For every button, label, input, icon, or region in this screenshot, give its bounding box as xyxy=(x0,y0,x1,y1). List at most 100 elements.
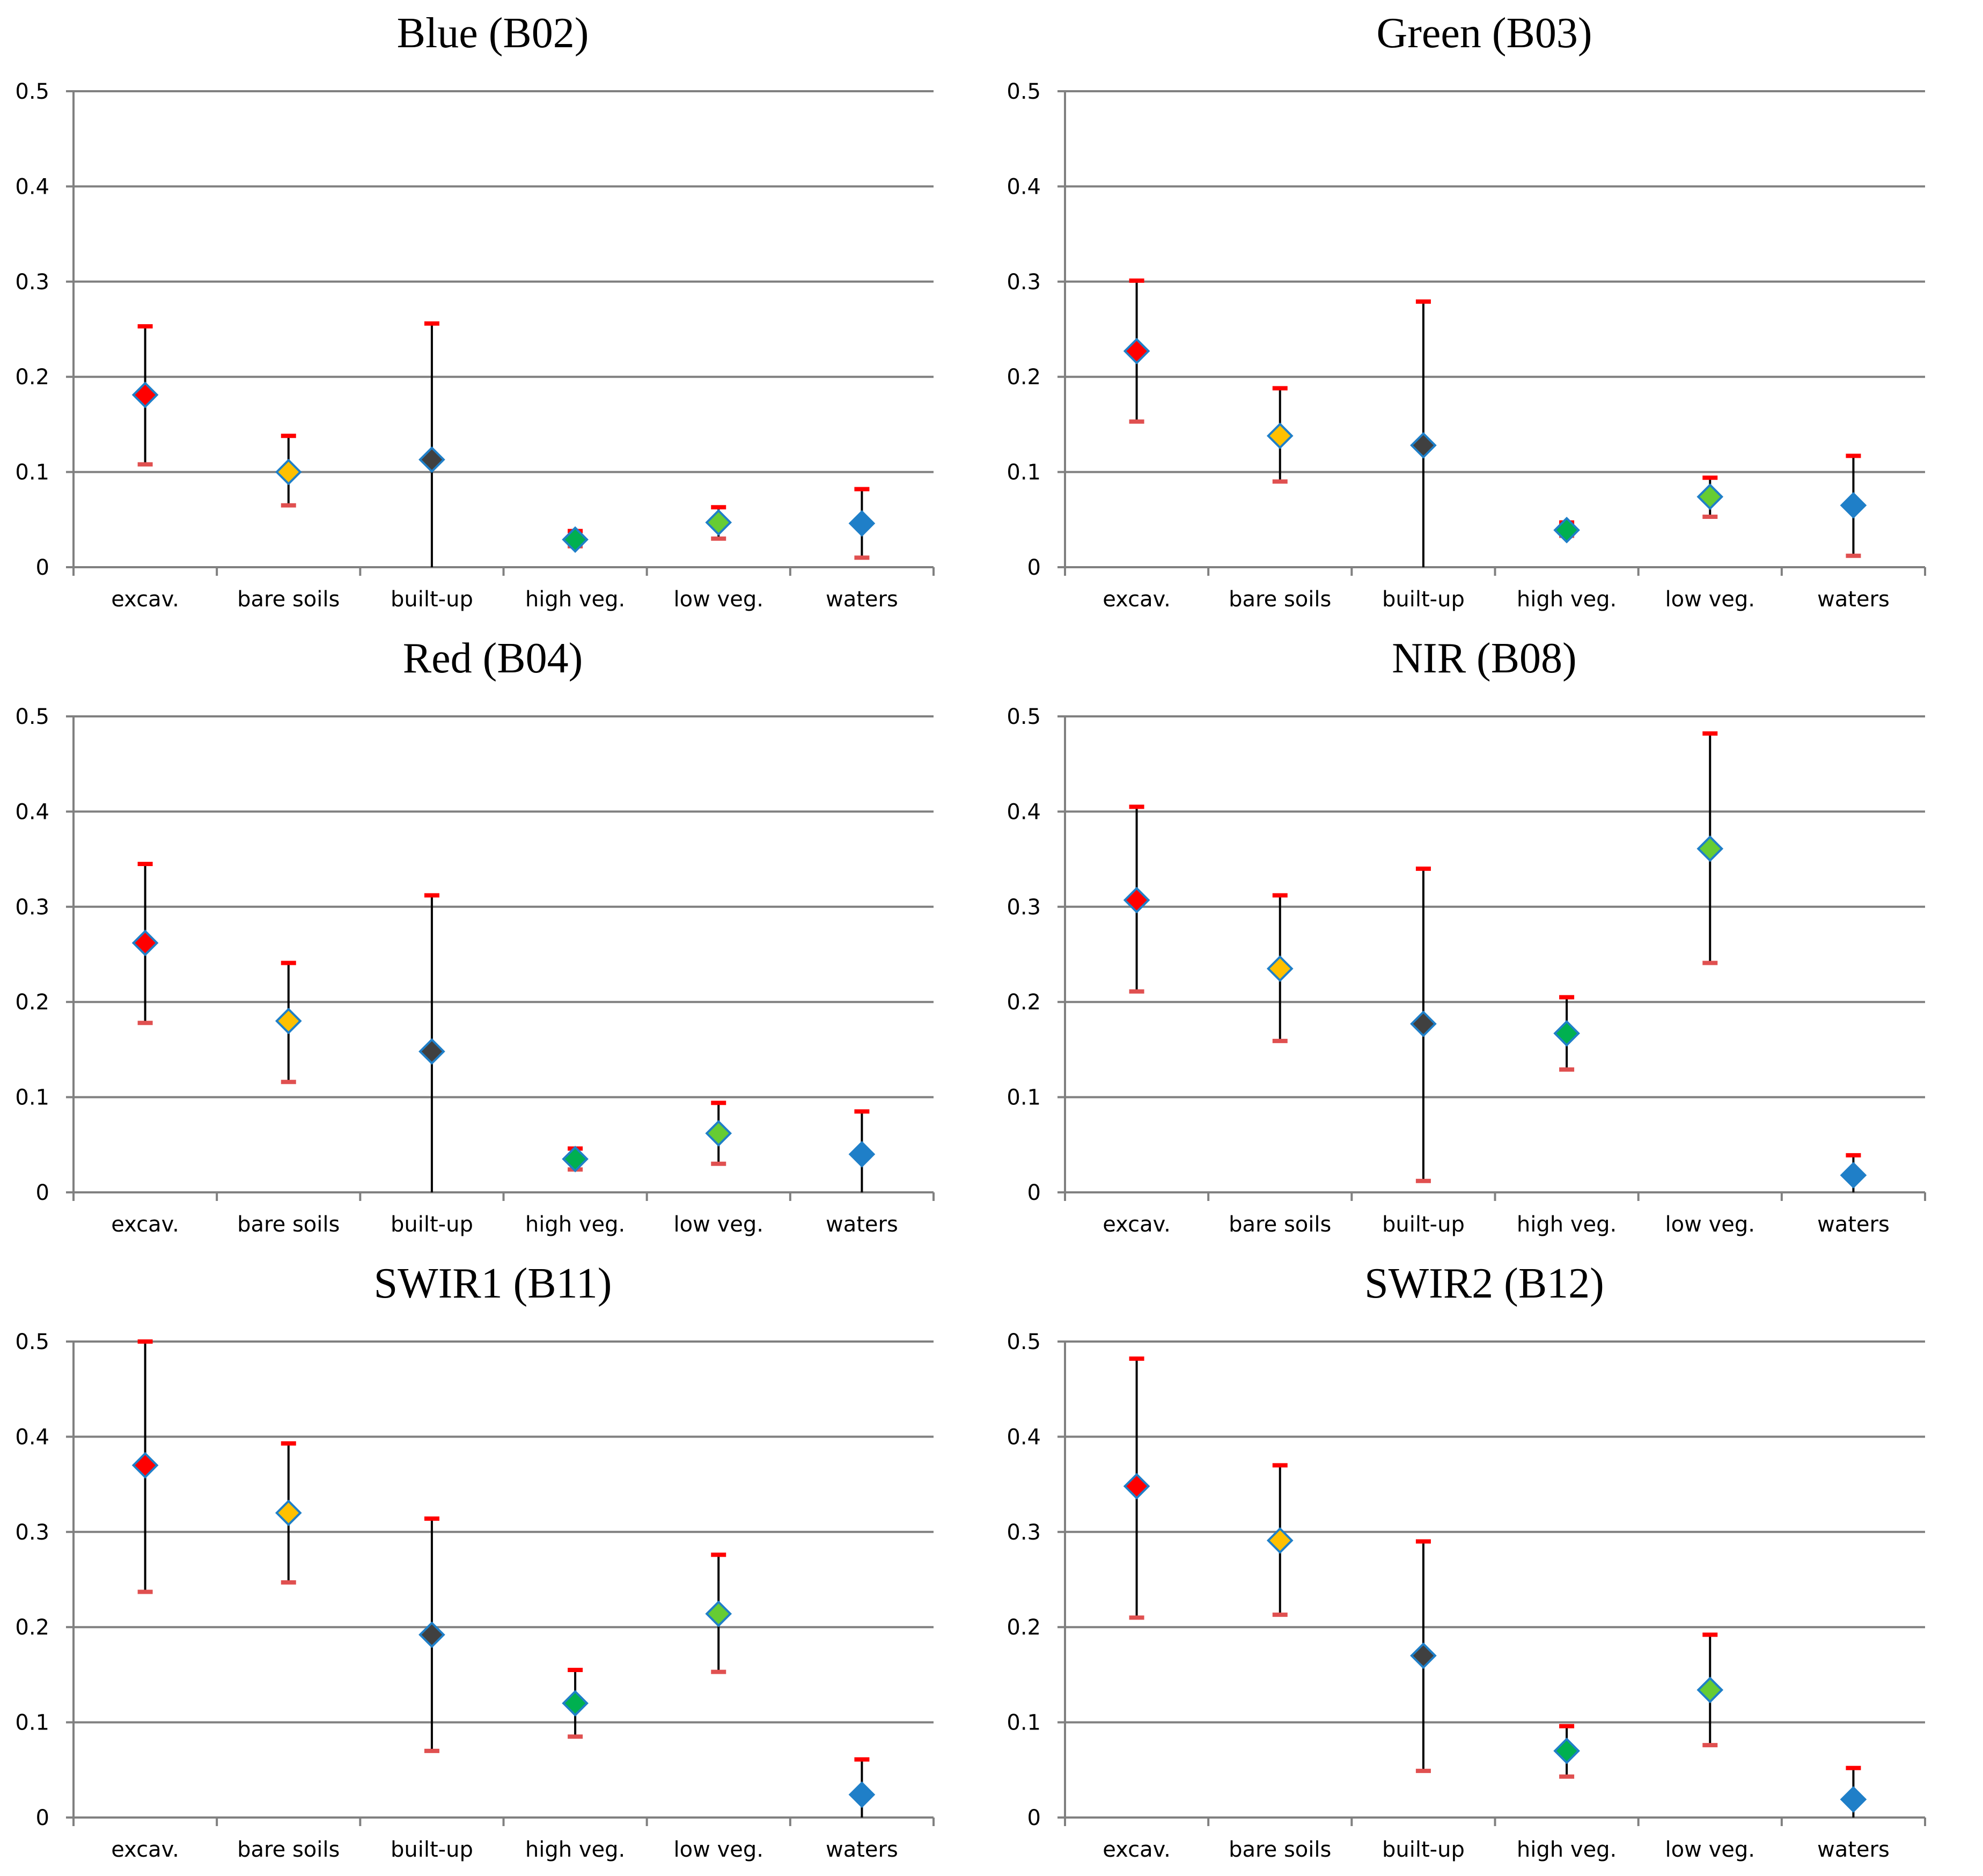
chart-panel-green: Green (B03) 0 0.1 0.2 0.3 0.4 0.5 excav. bare so… xyxy=(992,0,1983,625)
data-point-diamond xyxy=(1123,338,1150,365)
y-tick-label: 0.1 xyxy=(15,1711,49,1735)
data-point-diamond xyxy=(1840,1162,1867,1189)
chart-title: Red (B04) xyxy=(403,635,583,682)
y-tick-label: 0 xyxy=(1027,1181,1041,1205)
data-point-diamond xyxy=(1696,1676,1724,1704)
y-tick-label: 0.2 xyxy=(1007,1615,1041,1640)
x-category-label: waters xyxy=(826,1837,898,1862)
x-category-label: excav. xyxy=(1103,587,1171,612)
chart-panel-blue: Blue (B02) 0 0.1 0.2 0.3 0.4 0.5 excav. bare soi… xyxy=(0,0,992,625)
data-point-diamond xyxy=(705,1600,732,1628)
x-category-label: high veg. xyxy=(525,1837,625,1862)
data-point-diamond xyxy=(562,1146,589,1172)
data-point-diamond xyxy=(848,510,876,537)
y-tick-label: 0 xyxy=(1027,1806,1041,1830)
y-tick-label: 0.1 xyxy=(1007,1086,1041,1110)
data-point-diamond xyxy=(275,458,302,486)
chart-panel-swir1: SWIR1 (B11) 0 0.1 0.2 0.3 0.4 0.5 excav. bare so… xyxy=(0,1250,992,1875)
data-point-diamond xyxy=(131,929,159,957)
x-category-label: low veg. xyxy=(1665,587,1755,612)
x-category-label: low veg. xyxy=(674,587,763,612)
y-tick-label: 0.2 xyxy=(15,990,49,1015)
chart-svg: SWIR1 (B11) 0 0.1 0.2 0.3 0.4 0.5 excav. bare so… xyxy=(15,1260,935,1862)
chart-title: NIR (B08) xyxy=(1392,635,1576,682)
x-category-label: waters xyxy=(1817,1837,1890,1862)
chart-svg: Red (B04) 0 0.1 0.2 0.3 0.4 0.5 excav. bare soil… xyxy=(15,635,935,1237)
data-point-diamond xyxy=(1410,1642,1437,1669)
chart-svg: Blue (B02) 0 0.1 0.2 0.3 0.4 0.5 excav. bare soi… xyxy=(15,10,935,612)
x-category-label: excav. xyxy=(111,1212,179,1237)
x-category-label: waters xyxy=(1817,587,1890,612)
data-point-diamond xyxy=(1840,1786,1867,1813)
data-point-diamond xyxy=(418,1621,445,1648)
y-tick-label: 0.2 xyxy=(15,365,49,390)
data-point-diamond xyxy=(1553,1020,1580,1047)
data-point-diamond xyxy=(1410,432,1437,459)
y-tick-label: 0.4 xyxy=(1007,1425,1041,1449)
data-point-diamond xyxy=(418,446,445,473)
data-point-diamond xyxy=(275,1007,302,1035)
x-category-label: bare soils xyxy=(1229,1212,1331,1237)
chart-title: Green (B03) xyxy=(1376,10,1592,57)
data-point-diamond xyxy=(418,1038,445,1065)
x-category-label: bare soils xyxy=(237,587,340,612)
y-tick-label: 0.4 xyxy=(15,174,49,199)
data-point-diamond xyxy=(1123,886,1150,914)
y-tick-label: 0.4 xyxy=(15,800,49,824)
data-point-diamond xyxy=(1553,516,1580,544)
y-tick-label: 0 xyxy=(36,555,49,580)
y-tick-label: 0.3 xyxy=(1007,1520,1041,1545)
x-category-label: waters xyxy=(1817,1212,1890,1237)
data-point-diamond xyxy=(1553,1737,1580,1764)
data-point-diamond xyxy=(1696,835,1724,862)
y-tick-label: 0.3 xyxy=(15,1520,49,1545)
chart-svg: SWIR2 (B12) 0 0.1 0.2 0.3 0.4 0.5 excav. bare so… xyxy=(1007,1260,1926,1862)
data-point-diamond xyxy=(562,526,589,553)
x-category-label: high veg. xyxy=(1517,587,1617,612)
data-point-diamond xyxy=(275,1499,302,1527)
x-category-label: built-up xyxy=(391,587,473,612)
x-category-label: low veg. xyxy=(1665,1212,1755,1237)
y-tick-label: 0.1 xyxy=(1007,460,1041,485)
data-point-diamond xyxy=(1123,1472,1150,1500)
data-point-diamond xyxy=(131,382,159,408)
data-point-diamond xyxy=(562,1690,589,1717)
chart-title: Blue (B02) xyxy=(397,10,589,57)
x-category-label: built-up xyxy=(1382,1212,1465,1237)
y-tick-label: 0.5 xyxy=(1007,79,1041,104)
data-point-diamond xyxy=(1266,955,1294,982)
data-point-diamond xyxy=(1266,422,1294,450)
x-category-label: excav. xyxy=(1103,1837,1171,1862)
x-category-label: built-up xyxy=(391,1212,473,1237)
data-point-diamond xyxy=(705,1120,732,1147)
x-category-label: built-up xyxy=(391,1837,473,1862)
y-tick-label: 0.5 xyxy=(15,705,49,729)
y-tick-label: 0.2 xyxy=(15,1615,49,1640)
data-point-diamond xyxy=(705,509,732,536)
x-category-label: waters xyxy=(826,1212,898,1237)
y-tick-label: 0.3 xyxy=(15,270,49,295)
x-category-label: low veg. xyxy=(674,1212,763,1237)
y-tick-label: 0.5 xyxy=(1007,705,1041,729)
y-tick-label: 0.4 xyxy=(15,1425,49,1449)
x-category-label: high veg. xyxy=(525,1212,625,1237)
x-category-label: excav. xyxy=(111,587,179,612)
x-category-label: bare soils xyxy=(1229,587,1331,612)
chart-title: SWIR1 (B11) xyxy=(374,1260,612,1307)
x-category-label: built-up xyxy=(1382,587,1465,612)
y-tick-label: 0.2 xyxy=(1007,990,1041,1015)
y-tick-label: 0.5 xyxy=(15,79,49,104)
y-tick-label: 0.5 xyxy=(1007,1330,1041,1354)
chart-panel-nir: NIR (B08) 0 0.1 0.2 0.3 0.4 0.5 excav. bare soil… xyxy=(992,625,1983,1250)
data-point-diamond xyxy=(1696,483,1724,510)
y-tick-label: 0.4 xyxy=(1007,800,1041,824)
chart-panel-red: Red (B04) 0 0.1 0.2 0.3 0.4 0.5 excav. bare soil… xyxy=(0,625,992,1250)
x-category-label: excav. xyxy=(1103,1212,1171,1237)
x-category-label: waters xyxy=(826,587,898,612)
y-tick-label: 0.3 xyxy=(1007,270,1041,295)
chart-svg: NIR (B08) 0 0.1 0.2 0.3 0.4 0.5 excav. bare soil… xyxy=(1007,635,1926,1237)
x-category-label: high veg. xyxy=(1517,1837,1617,1862)
data-point-diamond xyxy=(1410,1010,1437,1037)
x-category-label: built-up xyxy=(1382,1837,1465,1862)
y-tick-label: 0.1 xyxy=(15,1086,49,1110)
